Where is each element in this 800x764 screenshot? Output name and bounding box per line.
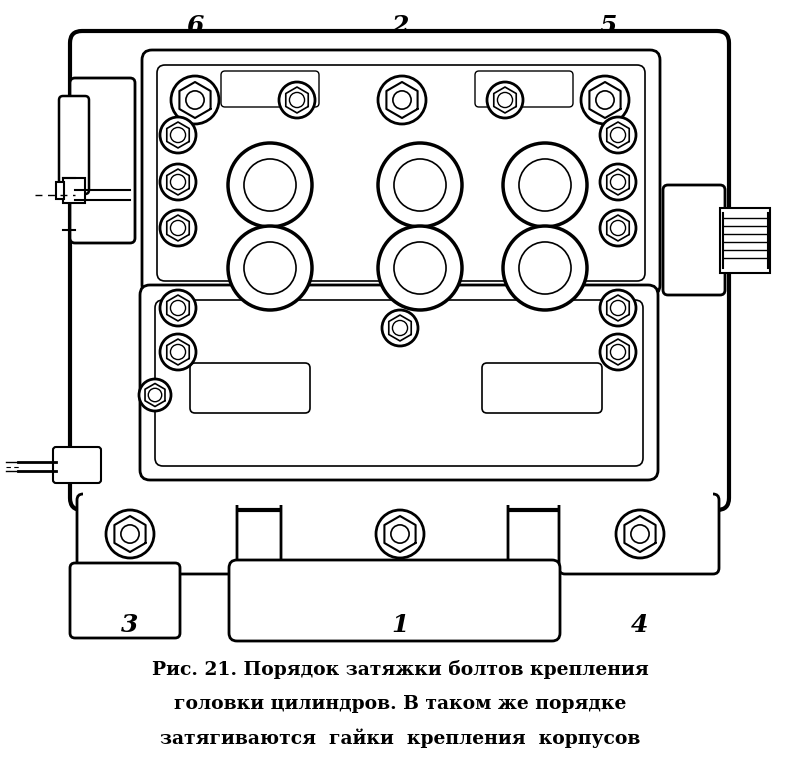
Bar — [83, 490, 713, 505]
FancyBboxPatch shape — [482, 363, 602, 413]
Circle shape — [394, 242, 446, 294]
Circle shape — [487, 82, 523, 118]
Circle shape — [600, 164, 636, 200]
FancyBboxPatch shape — [190, 363, 310, 413]
Text: 5: 5 — [599, 14, 617, 38]
Circle shape — [581, 76, 629, 124]
Text: Рис. 21. Порядок затяжки болтов крепления: Рис. 21. Порядок затяжки болтов креплени… — [152, 660, 648, 679]
Circle shape — [139, 379, 171, 411]
FancyBboxPatch shape — [221, 71, 319, 107]
FancyBboxPatch shape — [59, 96, 89, 194]
Circle shape — [600, 334, 636, 370]
Circle shape — [160, 210, 196, 246]
Text: 1: 1 — [391, 613, 409, 637]
Circle shape — [376, 510, 424, 558]
Circle shape — [228, 143, 312, 227]
Circle shape — [160, 117, 196, 153]
Circle shape — [610, 221, 626, 235]
Circle shape — [186, 91, 204, 109]
Text: 6: 6 — [186, 14, 204, 38]
Text: 2: 2 — [391, 14, 409, 38]
Circle shape — [498, 92, 513, 108]
Text: 3: 3 — [122, 613, 138, 637]
Circle shape — [170, 221, 186, 235]
Circle shape — [610, 300, 626, 316]
Circle shape — [244, 242, 296, 294]
Circle shape — [160, 290, 196, 326]
Circle shape — [600, 117, 636, 153]
FancyBboxPatch shape — [53, 447, 101, 483]
Circle shape — [244, 159, 296, 211]
Circle shape — [393, 320, 407, 335]
Text: головки цилиндров. В таком же порядке: головки цилиндров. В таком же порядке — [174, 695, 626, 713]
Circle shape — [616, 510, 664, 558]
FancyBboxPatch shape — [142, 50, 660, 295]
FancyBboxPatch shape — [155, 300, 643, 466]
Circle shape — [228, 226, 312, 310]
Bar — [63, 178, 85, 203]
Circle shape — [600, 210, 636, 246]
Circle shape — [631, 525, 649, 543]
Circle shape — [121, 525, 139, 543]
Bar — [720, 208, 770, 273]
FancyBboxPatch shape — [157, 65, 645, 281]
FancyBboxPatch shape — [559, 494, 719, 574]
FancyBboxPatch shape — [229, 560, 560, 641]
FancyBboxPatch shape — [70, 31, 729, 510]
Circle shape — [378, 76, 426, 124]
Circle shape — [519, 159, 571, 211]
FancyBboxPatch shape — [663, 185, 725, 295]
Circle shape — [596, 91, 614, 109]
Text: 4: 4 — [631, 613, 649, 637]
Circle shape — [519, 242, 571, 294]
Circle shape — [503, 143, 587, 227]
Circle shape — [148, 388, 162, 402]
Circle shape — [160, 164, 196, 200]
Circle shape — [610, 345, 626, 360]
Circle shape — [610, 128, 626, 143]
Circle shape — [160, 334, 196, 370]
Text: затягиваются  гайки  крепления  корпусов: затягиваются гайки крепления корпусов — [160, 728, 640, 747]
Circle shape — [378, 226, 462, 310]
Circle shape — [290, 92, 305, 108]
Circle shape — [394, 159, 446, 211]
FancyBboxPatch shape — [70, 78, 135, 243]
Circle shape — [170, 128, 186, 143]
Circle shape — [106, 510, 154, 558]
Text: подшипников распределительного вала: подшипников распределительного вала — [178, 760, 622, 764]
FancyBboxPatch shape — [77, 494, 237, 574]
Circle shape — [393, 91, 411, 109]
Circle shape — [378, 143, 462, 227]
Circle shape — [170, 300, 186, 316]
Circle shape — [382, 310, 418, 346]
FancyBboxPatch shape — [70, 563, 180, 638]
Circle shape — [171, 76, 219, 124]
Circle shape — [391, 525, 409, 543]
FancyBboxPatch shape — [140, 285, 658, 480]
FancyBboxPatch shape — [475, 71, 573, 107]
Circle shape — [170, 174, 186, 189]
FancyBboxPatch shape — [281, 494, 508, 574]
Circle shape — [503, 226, 587, 310]
Bar — [56, 182, 64, 199]
Circle shape — [279, 82, 315, 118]
Circle shape — [600, 290, 636, 326]
Circle shape — [170, 345, 186, 360]
Circle shape — [610, 174, 626, 189]
